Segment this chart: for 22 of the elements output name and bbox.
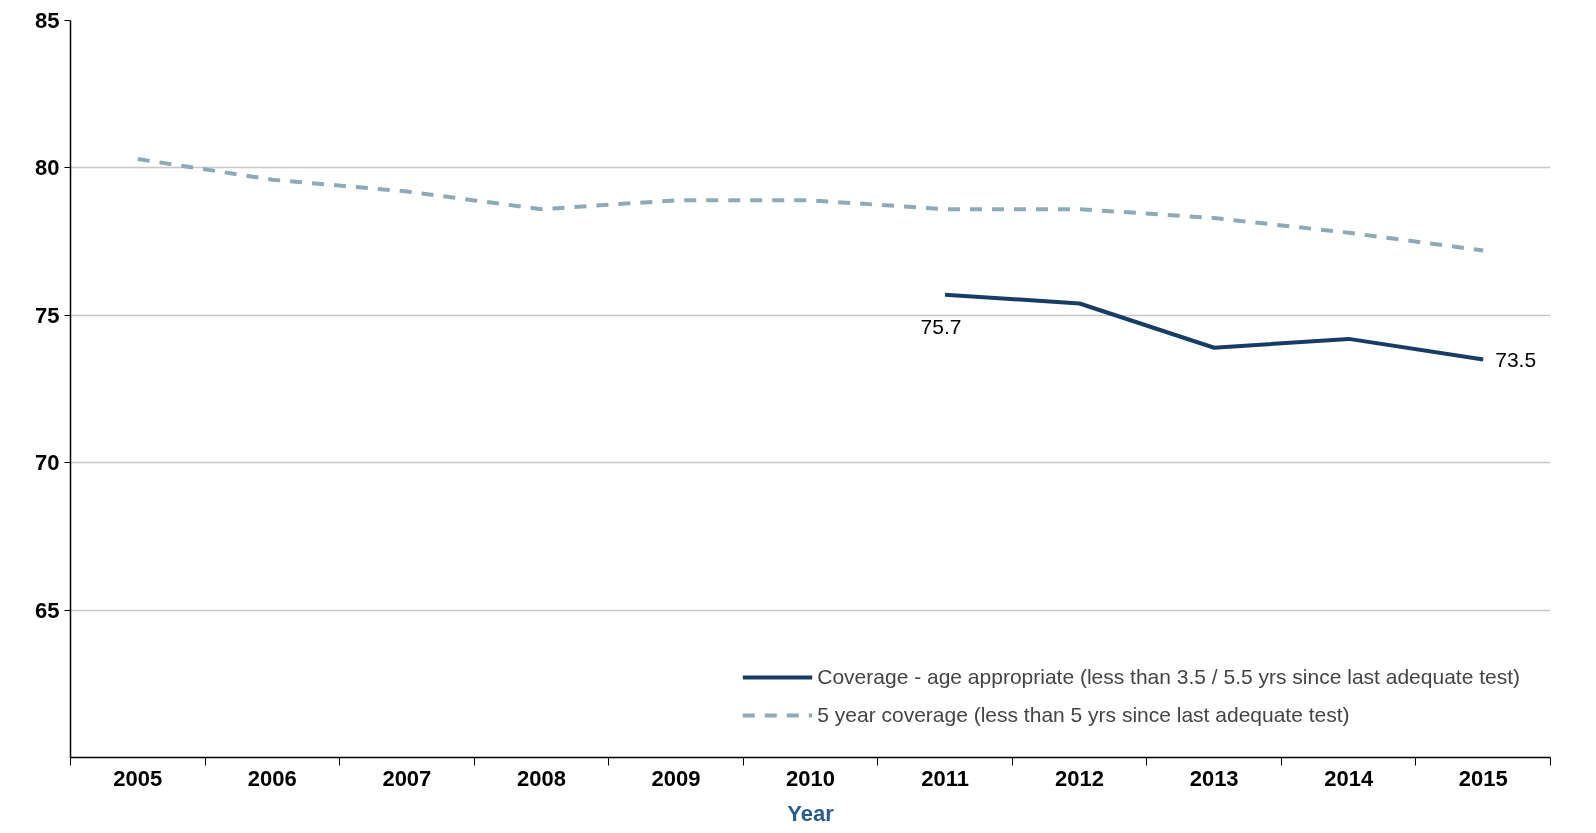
x-tick-label: 2013: [1189, 765, 1239, 791]
y-tick-label: 70: [35, 450, 60, 476]
x-tick-label: 2008: [516, 765, 566, 791]
line-series: [135, 157, 1486, 253]
x-tick-label: 2005: [113, 765, 163, 791]
x-tick-label: 2014: [1324, 765, 1374, 791]
data-label: 73.5: [1495, 347, 1537, 371]
legend-label: Coverage - age appropriate (less than 3.5 / 5.5 yrs since last adequate test): [817, 665, 1520, 689]
legend-label: 5 year coverage (less than 5 yrs since last adequate test): [817, 703, 1350, 727]
x-tick-label: 2009: [651, 765, 701, 791]
x-tick-label: 2006: [247, 765, 297, 791]
x-tick-label: 2012: [1055, 765, 1105, 791]
x-axis-title: Year: [787, 800, 835, 826]
x-tick-label: 2015: [1458, 765, 1508, 791]
y-tick-label: 65: [35, 597, 60, 623]
x-tick-label: 2007: [382, 765, 432, 791]
x-tick-label: 2011: [921, 765, 969, 791]
y-tick-label: 80: [35, 155, 60, 181]
x-tick-label: 2010: [786, 765, 835, 791]
data-label: 75.7: [920, 314, 962, 338]
y-tick-label: 75: [35, 302, 60, 328]
y-tick-label: 85: [35, 8, 60, 33]
